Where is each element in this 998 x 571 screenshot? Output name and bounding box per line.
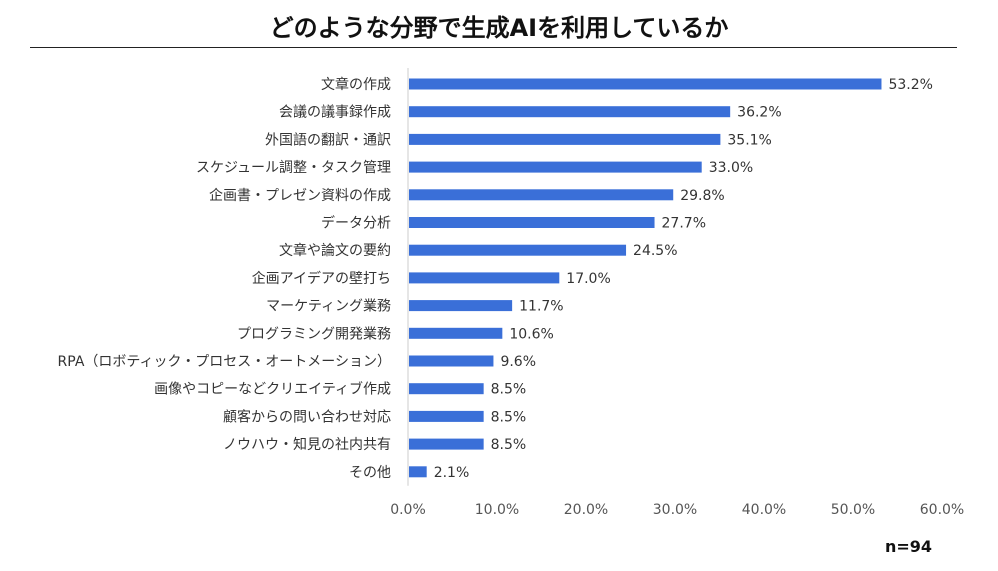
category-label: 顧客からの問い合わせ対応 [223,408,391,425]
data-label: 8.5% [491,437,527,453]
bar [409,133,721,145]
data-label: 29.8% [680,188,724,204]
bar [409,327,503,339]
x-tick-label: 40.0% [742,502,786,518]
data-label: 2.1% [434,465,470,481]
data-label: 33.0% [709,160,753,176]
x-tick-label: 50.0% [831,502,875,518]
bar [409,244,627,256]
category-label: 会議の議事録作成 [279,104,391,121]
category-label: データ分析 [321,215,391,232]
category-label: 企画書・プレゼン資料の作成 [209,187,391,204]
data-label: 11.7% [519,299,563,315]
data-label: 27.7% [662,216,706,232]
data-label: 35.1% [727,132,771,148]
data-label: 24.5% [633,243,677,259]
category-label: 画像やコピーなどクリエイティブ作成 [154,381,391,398]
category-label: スケジュール調整・タスク管理 [196,160,391,176]
data-label: 9.6% [500,354,536,370]
x-tick-label: 20.0% [564,502,608,518]
category-label: 文章や論文の要約 [279,242,391,259]
bar [409,466,427,478]
bar [409,78,882,90]
bar [409,217,655,228]
x-tick-label: 0.0% [390,502,426,518]
category-label: ノウハウ・知見の社内共有 [223,436,391,453]
data-label: 17.0% [566,271,610,287]
bar [409,272,560,284]
category-label: 文章の作成 [321,76,391,93]
data-label: 8.5% [491,382,527,398]
chart-title: どのような分野で生成AIを利用しているか [269,14,729,42]
category-label: プログラミング開発業務 [237,326,391,342]
x-tick-label: 30.0% [653,502,697,518]
x-tick-label: 10.0% [475,502,519,518]
title-divider [30,47,957,48]
data-label: 10.6% [509,326,553,342]
bar [409,438,484,450]
bar [409,355,494,367]
data-label: 36.2% [737,105,781,121]
x-tick-label: 60.0% [920,502,964,518]
bar [409,189,674,201]
bar [409,300,513,312]
category-label: その他 [349,465,391,481]
sample-size-label: n=94 [884,537,932,556]
bar [409,383,484,395]
category-label: 外国語の翻訳・通訳 [265,132,391,148]
bar [409,410,484,422]
bar [409,161,702,173]
category-label: RPA（ロボティック・プロセス・オートメーション） [58,354,391,370]
category-label: 企画アイデアの壁打ち [252,270,391,287]
data-label: 53.2% [888,77,932,93]
bar [409,106,731,118]
data-label: 8.5% [491,409,527,425]
category-label: マーケティング業務 [266,299,391,315]
